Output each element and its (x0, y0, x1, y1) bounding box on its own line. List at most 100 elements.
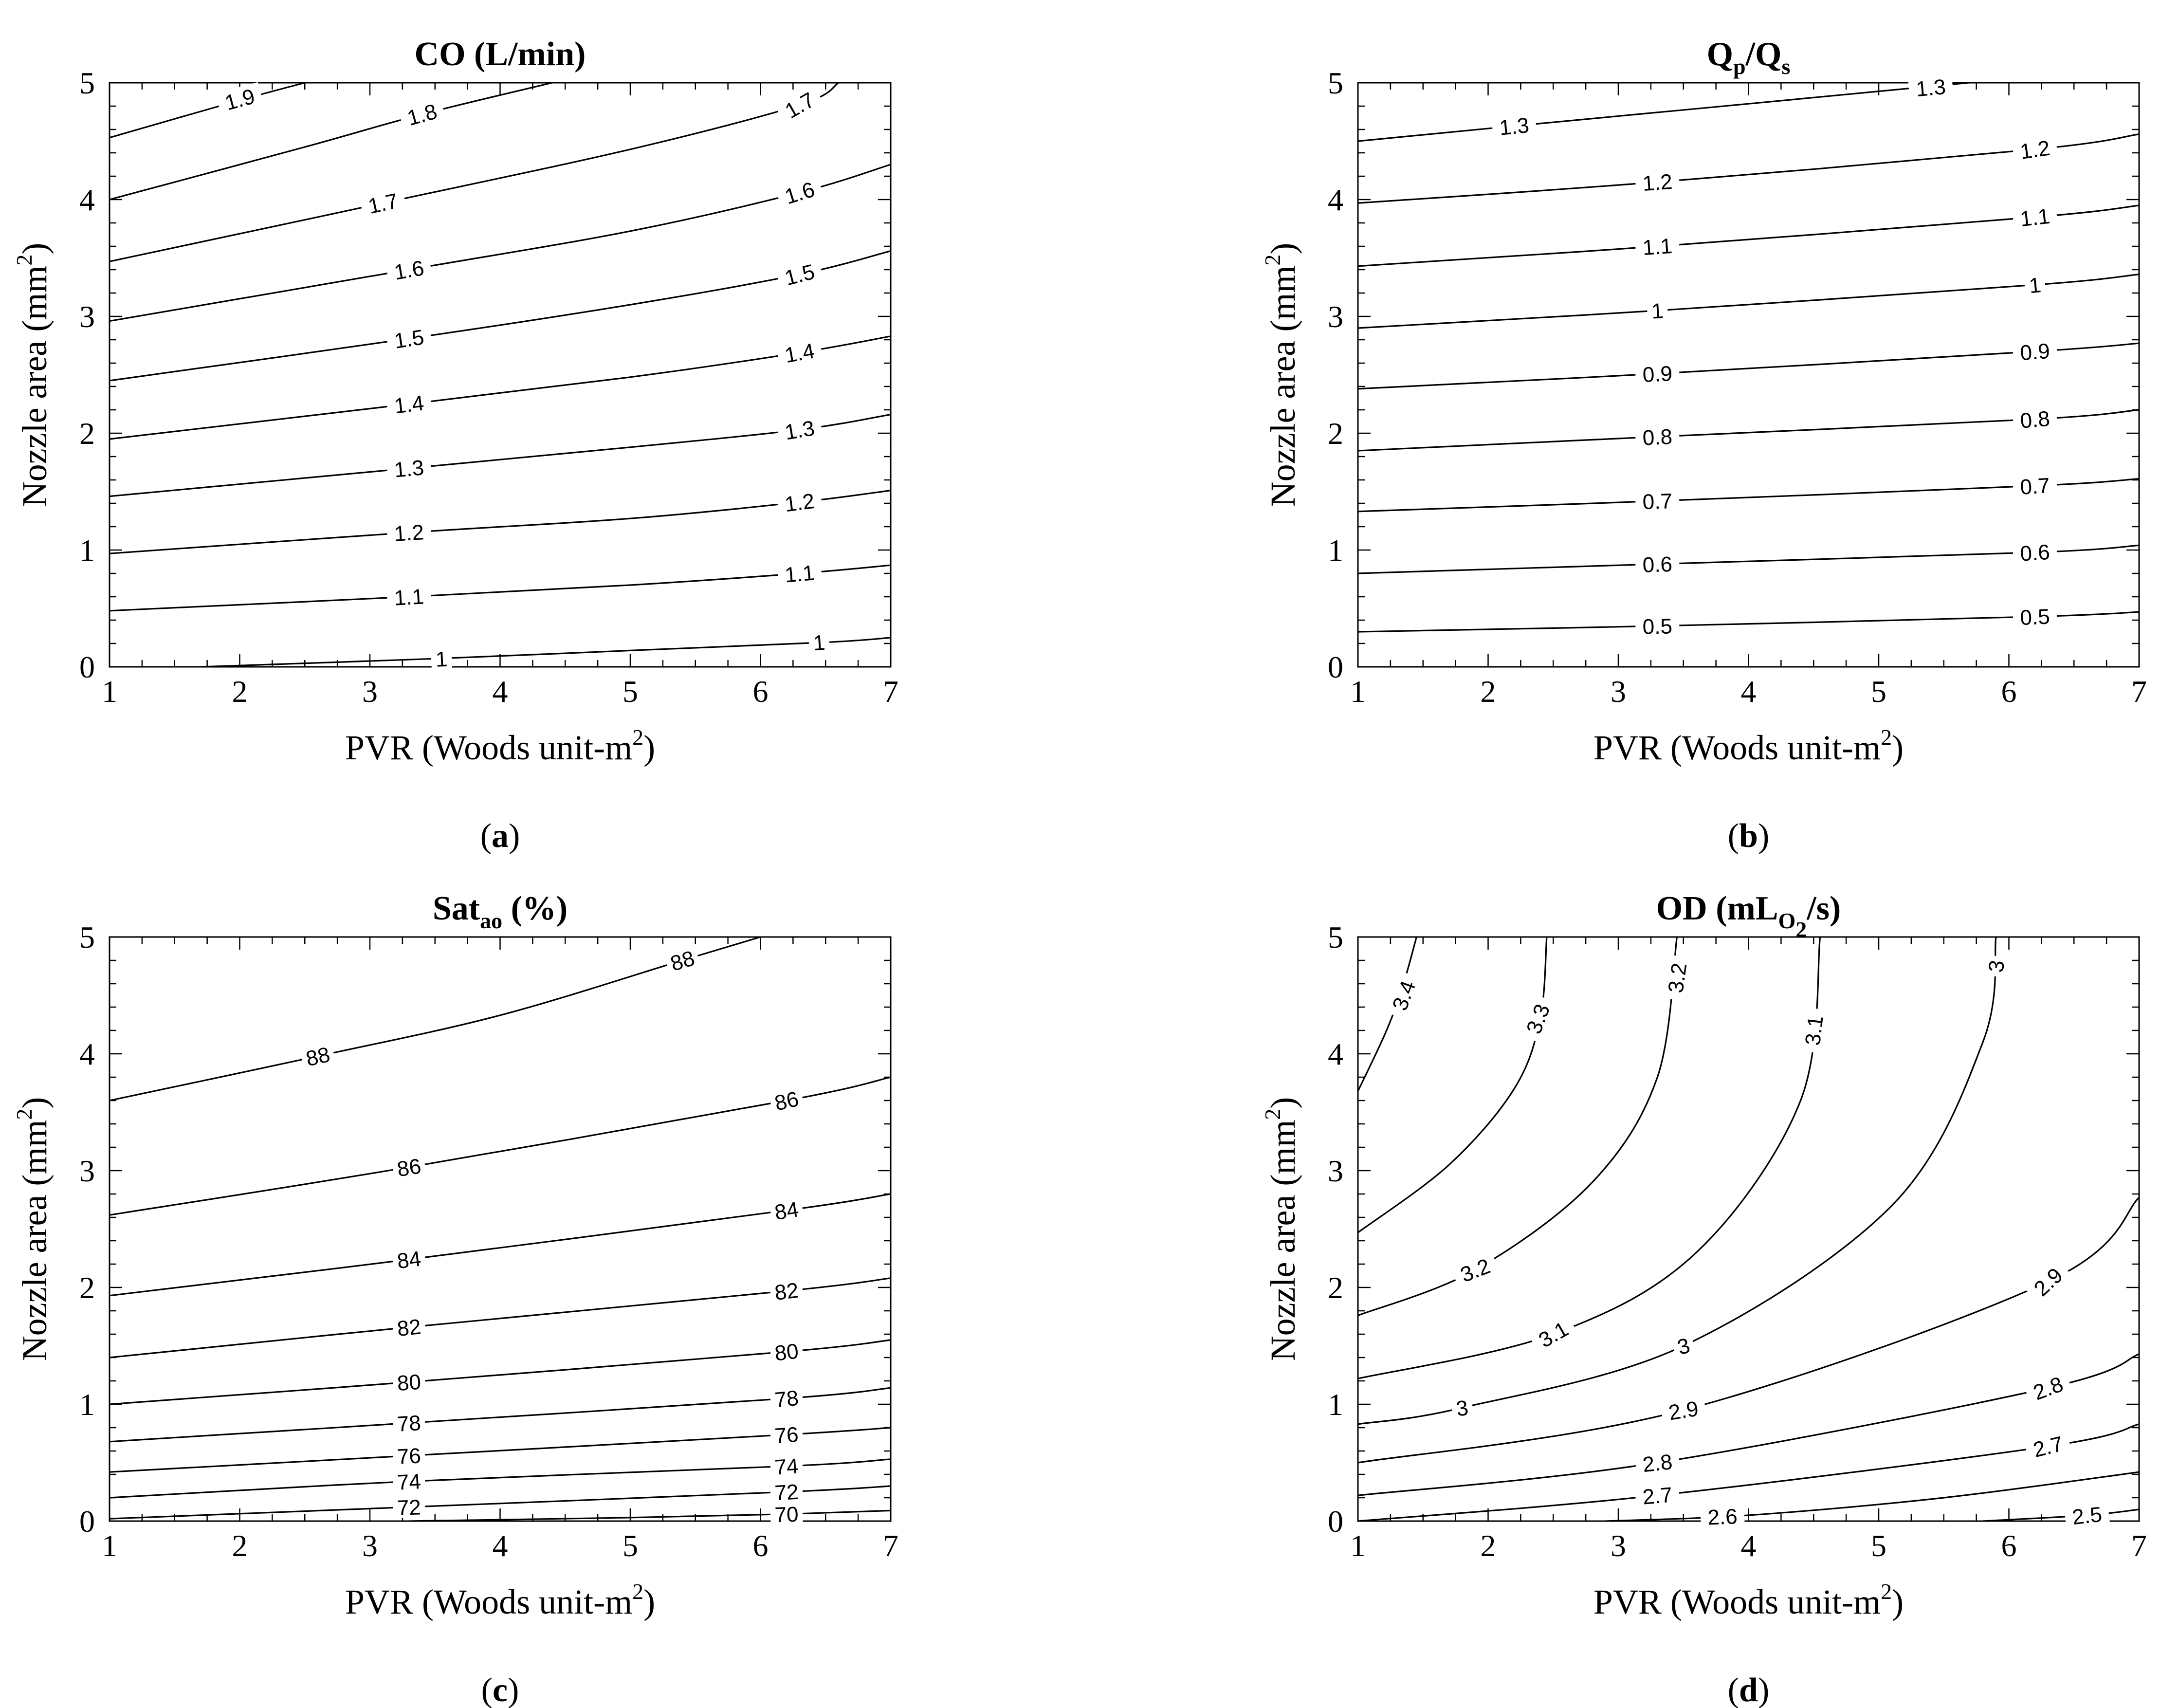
contour-label-background (1635, 551, 1680, 576)
y-tick-label: 0 (1328, 1504, 1343, 1539)
x-tick-label: 4 (1741, 674, 1757, 709)
caption-close-paren: ) (1758, 1671, 1769, 1708)
contour-label: 1.7 (366, 189, 400, 219)
contour-label-background (1670, 1332, 1696, 1359)
contour-label-group: 74 (392, 1469, 426, 1495)
contour-label-group: 80 (769, 1338, 804, 1366)
contour-label-background (1983, 955, 2008, 978)
contour-label-background (769, 1196, 805, 1224)
y-axis-label-main: Nozzle area (mm (15, 266, 54, 507)
contour-label-group: 1 (808, 630, 830, 655)
x-axis-label: PVR (Woods unit-m2) (345, 1579, 655, 1621)
contour-label-group: 1.5 (385, 324, 433, 353)
caption-close-paren: ) (509, 817, 520, 855)
contour-line-80 (110, 1339, 891, 1405)
contour-label: 0.9 (2019, 339, 2051, 366)
contour-label-background (769, 1479, 804, 1504)
contour-label-background (398, 97, 446, 131)
contour-label-background (1635, 614, 1680, 637)
contour-label: 88 (304, 1043, 332, 1071)
contour-line-70 (409, 1509, 891, 1521)
contour-label: 2.8 (1641, 1450, 1673, 1477)
contour-label: 1.2 (393, 520, 424, 546)
y-tick-label: 5 (79, 920, 95, 955)
y-tick-label: 2 (79, 1270, 95, 1305)
contour-label-background (2012, 604, 2057, 628)
contour-label: 78 (773, 1386, 800, 1413)
contour-label: 74 (774, 1454, 799, 1480)
contour-label-background (2012, 473, 2058, 498)
caption-close-paren: ) (508, 1671, 519, 1708)
contour-label-group: 1.2 (776, 488, 823, 516)
contour-label-background (1519, 994, 1556, 1043)
x-tick-label: 5 (1871, 1528, 1886, 1563)
y-tick-label: 5 (1328, 66, 1343, 100)
contour-label: 2.9 (1667, 1396, 1700, 1425)
contour-label: 1.2 (784, 489, 816, 516)
contour-label-background (1528, 1313, 1578, 1355)
x-tick-label: 6 (2001, 674, 2017, 709)
x-tick-label: 3 (1611, 1528, 1626, 1563)
y-axis-label-superscript: 2 (1260, 1109, 1285, 1120)
contour-label-group: 3 (1670, 1332, 1696, 1359)
panel-title: CO (L/min) (415, 36, 586, 73)
contour-label-background (808, 630, 830, 654)
y-tick-label: 0 (1328, 650, 1343, 684)
y-tick-label: 4 (1328, 1037, 1343, 1071)
contour-label-group: 1.2 (386, 519, 432, 546)
contour-label-group: 76 (769, 1422, 804, 1448)
contour-label: 0.7 (1642, 489, 1673, 514)
contour-label-group: 72 (769, 1479, 804, 1505)
contour-line-1.1 (110, 564, 891, 612)
contour-line-78 (110, 1387, 891, 1443)
contour-label-group: 3.4 (1385, 971, 1421, 1020)
contour-label-group: 2.6 (1700, 1504, 1745, 1530)
y-tick-label: 5 (1328, 920, 1343, 955)
contour-label: 0.6 (1642, 552, 1673, 577)
x-tick-label: 2 (1481, 1528, 1496, 1563)
x-axis-label-superscript: 2 (632, 1579, 643, 1604)
y-tick-label: 4 (79, 183, 95, 217)
title-tail: (%) (502, 890, 568, 927)
caption-open-paren: ( (1728, 1671, 1739, 1708)
x-axis-label-tail: ) (643, 728, 655, 767)
y-axis-label-tail: ) (15, 1097, 54, 1109)
contour-label: 3.1 (1801, 1014, 1828, 1047)
contour-label-group: 3.2 (1450, 1251, 1500, 1288)
contour-label-group: 86 (391, 1153, 427, 1181)
contour-label: 84 (396, 1247, 422, 1274)
y-axis-label: Nozzle area (mm2) (12, 1097, 54, 1361)
contour-label-group: 2.9 (1660, 1395, 1707, 1425)
y-axis-label-superscript: 2 (1260, 255, 1285, 266)
contour-label: 0.8 (1642, 425, 1673, 450)
caption-open-paren: ( (480, 817, 492, 855)
contour-label-group: 0.7 (1635, 488, 1680, 514)
contour-label: 76 (774, 1423, 799, 1448)
contour-label-background (215, 82, 264, 115)
title-main: CO (L/min) (415, 36, 586, 73)
contour-label-group: 0.9 (2012, 338, 2058, 366)
contour-label-background (769, 1453, 804, 1478)
contour-label-background (299, 1041, 336, 1070)
contour-label-background (1662, 955, 1691, 1001)
contour-label: 86 (395, 1154, 422, 1181)
panel-caption: (c) (481, 1671, 519, 1708)
caption-letter: d (1739, 1671, 1758, 1708)
contour-label-background (1635, 424, 1680, 449)
contour-label-background (391, 1153, 427, 1180)
contour-label: 86 (772, 1087, 801, 1115)
x-tick-label: 7 (883, 674, 898, 709)
contour-label-background (386, 454, 432, 481)
contour-label-group: 1.5 (775, 257, 824, 290)
contour-line-1.3 (110, 414, 891, 497)
title-subscript: p (1733, 54, 1746, 79)
contour-line-1 (201, 637, 891, 667)
contour-label-group: 1.6 (385, 254, 433, 285)
contour-label-group: 78 (392, 1410, 426, 1436)
contour-label: 1.5 (393, 325, 426, 353)
contour-label: 1.3 (393, 456, 425, 482)
panel-caption: (a) (480, 817, 520, 855)
contour-label-background (1450, 1395, 1474, 1420)
contour-line-1.3 (1358, 83, 1970, 142)
x-tick-label: 2 (232, 674, 248, 709)
